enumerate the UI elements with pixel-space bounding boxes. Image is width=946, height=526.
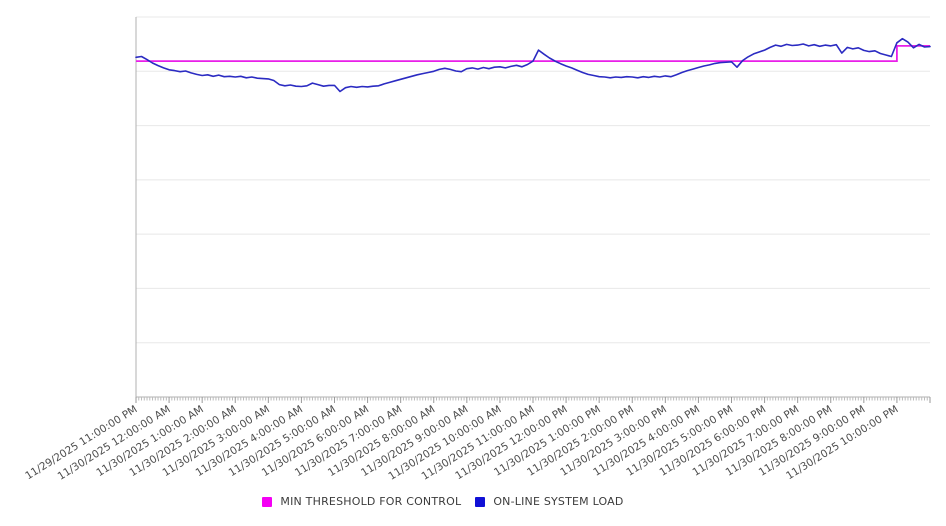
legend-item-online-system-load[interactable]: ON-LINE SYSTEM LOAD xyxy=(475,495,623,508)
legend-item-min-threshold[interactable]: MIN THRESHOLD FOR CONTROL xyxy=(262,495,461,508)
legend-label-online-system-load: ON-LINE SYSTEM LOAD xyxy=(493,495,624,508)
legend: MIN THRESHOLD FOR CONTROL ON-LINE SYSTEM… xyxy=(0,495,916,508)
online-system-load-swatch-icon xyxy=(475,496,486,507)
min-threshold-line xyxy=(136,45,930,62)
gridlines xyxy=(136,16,930,398)
online-system-load-line xyxy=(135,37,931,93)
x-axis-ticks xyxy=(135,397,931,403)
legend-label-min-threshold: MIN THRESHOLD FOR CONTROL xyxy=(280,495,462,508)
min-threshold-swatch-icon xyxy=(262,496,273,507)
